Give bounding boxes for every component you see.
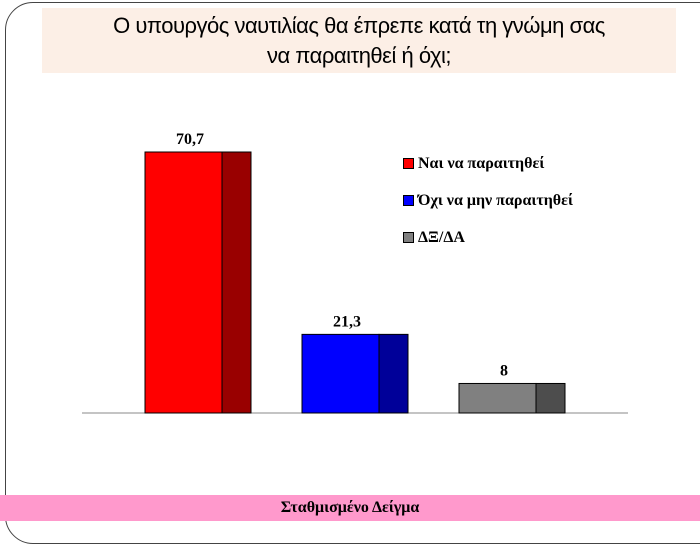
- bar-chart: 70,7 21,3 8: [82, 131, 628, 414]
- bar-side: [535, 382, 566, 414]
- data-label: 8: [500, 362, 508, 379]
- legend-swatch: [403, 195, 414, 206]
- bar-side: [378, 333, 409, 414]
- footer-sample-note: Σταθμισμένο Δείγμα: [0, 495, 700, 521]
- legend-item-yes: Ναι να παραιτηθεί: [403, 145, 573, 182]
- title-line-1: Ο υπουργός ναυτιλίας θα έπρεπε κατά τη γ…: [113, 13, 605, 38]
- legend-label: Όχι να μην παραιτηθεί: [418, 191, 573, 209]
- data-label: 70,7: [176, 131, 204, 148]
- bar-front: [144, 151, 223, 414]
- legend-item-dk: ΔΞ/ΔΑ: [403, 219, 573, 256]
- bar-front: [458, 382, 537, 414]
- title-line-2: να παραιτηθεί ή όχι;: [266, 43, 452, 68]
- data-label: 21,3: [333, 313, 361, 330]
- legend-item-no: Όχι να μην παραιτηθεί: [403, 182, 573, 219]
- legend-swatch: [403, 158, 414, 169]
- chart-title: Ο υπουργός ναυτιλίας θα έπρεπε κατά τη γ…: [42, 8, 676, 73]
- legend-swatch: [403, 232, 414, 243]
- bar-side: [221, 151, 252, 414]
- legend: Ναι να παραιτηθεί Όχι να μην παραιτηθεί …: [403, 145, 573, 256]
- legend-label: Ναι να παραιτηθεί: [418, 154, 545, 172]
- bar-front: [301, 333, 380, 414]
- legend-label: ΔΞ/ΔΑ: [418, 228, 465, 246]
